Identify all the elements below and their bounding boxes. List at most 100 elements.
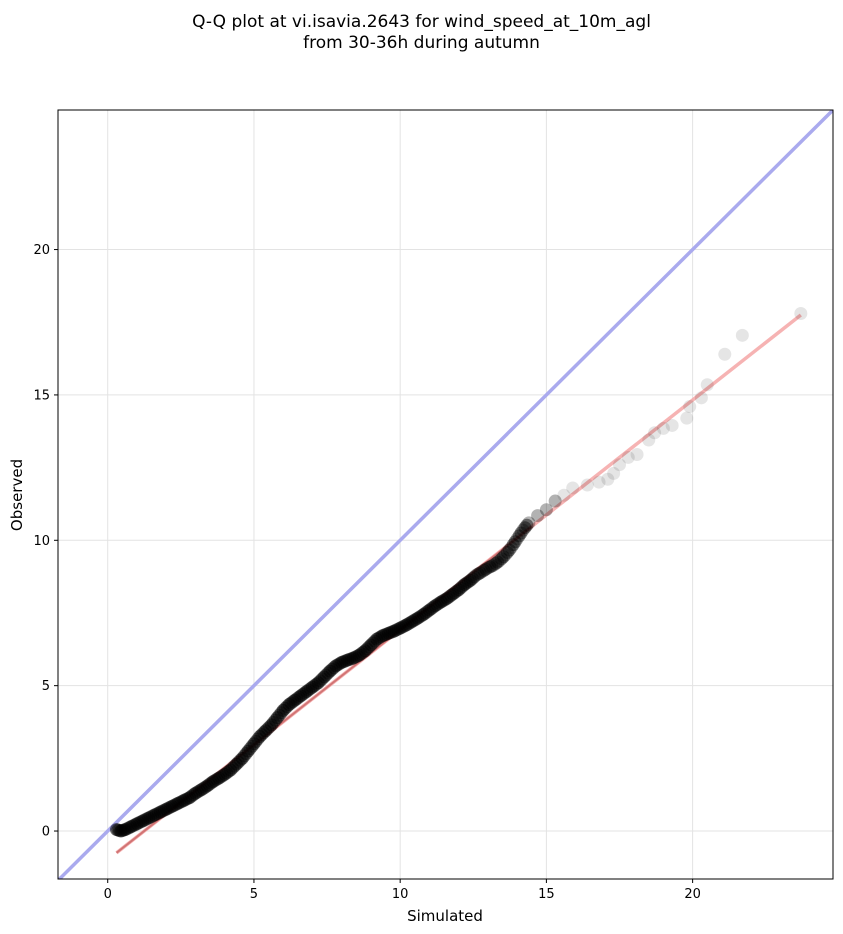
data-point — [459, 576, 473, 590]
data-point — [700, 378, 714, 392]
data-point — [471, 567, 485, 581]
data-point — [298, 686, 312, 700]
data-point — [483, 560, 497, 574]
data-point — [467, 570, 481, 584]
data-point — [514, 526, 528, 540]
data-point — [354, 647, 368, 661]
data-point — [665, 418, 679, 432]
data-point — [307, 679, 321, 693]
data-point — [485, 559, 499, 573]
data-point — [245, 739, 259, 753]
data-point — [680, 411, 694, 425]
data-point — [319, 668, 333, 682]
data-point — [497, 550, 511, 564]
data-point — [401, 617, 415, 631]
data-point — [504, 541, 518, 555]
data-point — [274, 706, 288, 720]
data-point — [648, 426, 662, 440]
data-point — [237, 749, 251, 763]
identity-line — [58, 110, 833, 879]
data-point — [175, 794, 189, 808]
data-point — [196, 781, 210, 795]
data-point — [656, 421, 670, 435]
data-point — [146, 809, 160, 823]
data-point — [539, 503, 553, 517]
data-point — [161, 801, 175, 815]
y-tick-label: 5 — [42, 679, 50, 694]
data-point — [263, 720, 277, 734]
data-point — [220, 766, 234, 780]
data-point — [407, 614, 421, 628]
data-point — [557, 488, 571, 502]
x-tick-label: 20 — [684, 887, 701, 902]
data-point — [413, 610, 427, 624]
data-point — [630, 448, 644, 462]
data-point — [512, 529, 526, 543]
data-point — [380, 627, 394, 641]
data-point — [531, 509, 545, 523]
data-point — [510, 532, 524, 546]
data-point — [120, 822, 134, 836]
x-tick-label: 10 — [392, 887, 409, 902]
data-point — [473, 566, 487, 580]
data-point — [227, 759, 241, 773]
data-point — [342, 652, 356, 666]
data-point — [735, 328, 749, 342]
data-point — [140, 812, 154, 826]
data-point — [374, 630, 388, 644]
data-point — [438, 593, 452, 607]
data-point — [580, 478, 594, 492]
data-point — [469, 568, 483, 582]
data-point — [210, 772, 224, 786]
data-point — [424, 602, 438, 616]
data-point — [372, 631, 386, 645]
data-point — [518, 521, 532, 535]
data-point — [479, 562, 493, 576]
data-point — [694, 391, 708, 405]
data-point — [151, 806, 165, 820]
data-point — [169, 797, 183, 811]
data-point — [642, 433, 656, 447]
chart-title-line-1: Q-Q plot at vi.isavia.2643 for wind_spee… — [192, 12, 651, 32]
data-point — [214, 770, 228, 784]
data-point — [309, 677, 323, 691]
data-point — [126, 819, 140, 833]
data-point — [461, 575, 475, 589]
data-point — [303, 682, 317, 696]
data-point — [157, 803, 171, 817]
data-point — [117, 823, 131, 837]
data-point — [430, 597, 444, 611]
data-point — [261, 722, 275, 736]
data-point — [243, 742, 257, 756]
chart-title-line-2: from 30-36h during autumn — [303, 33, 540, 53]
data-point — [112, 824, 126, 838]
data-point — [368, 634, 382, 648]
data-point — [481, 561, 495, 575]
data-point — [292, 690, 306, 704]
data-point — [391, 622, 405, 636]
data-point — [403, 616, 417, 630]
data-point — [613, 458, 627, 472]
data-point — [339, 654, 353, 668]
data-point — [249, 734, 263, 748]
data-point — [255, 728, 269, 742]
data-point — [450, 584, 464, 598]
data-point — [149, 807, 163, 821]
data-point — [487, 558, 501, 572]
data-point — [302, 683, 316, 697]
data-point — [257, 726, 271, 740]
data-point — [500, 545, 514, 559]
data-point — [683, 400, 697, 414]
data-point — [383, 626, 397, 640]
data-points — [109, 307, 808, 838]
data-point — [508, 535, 522, 549]
x-tick-label: 0 — [104, 887, 112, 902]
data-point — [794, 307, 808, 321]
data-point — [155, 804, 169, 818]
data-point — [268, 713, 282, 727]
data-point — [325, 662, 339, 676]
data-point — [239, 746, 253, 760]
data-point — [491, 555, 505, 569]
data-point — [278, 701, 292, 715]
data-point — [327, 661, 341, 675]
